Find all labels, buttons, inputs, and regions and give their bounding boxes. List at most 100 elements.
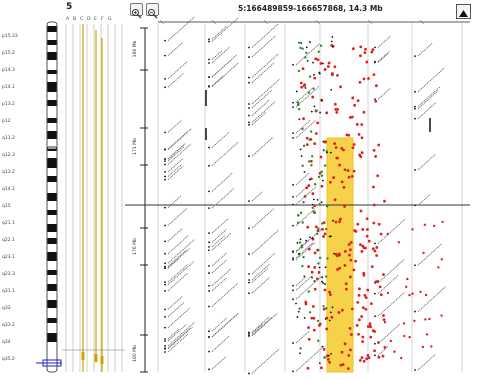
gene-annotation — [167, 143, 192, 165]
annotation-anchor — [248, 253, 250, 255]
gene-annotation — [167, 272, 189, 292]
red-point — [352, 169, 356, 173]
red-point — [322, 347, 326, 351]
red-point — [424, 293, 428, 297]
gene-annotation — [211, 59, 232, 78]
annotation-anchor — [374, 292, 376, 295]
red-point — [357, 293, 361, 297]
red-point — [363, 293, 367, 297]
signal-tick — [100, 356, 104, 364]
red-point — [413, 319, 416, 323]
red-point — [383, 345, 387, 349]
dark-band — [47, 131, 57, 139]
red-point — [367, 239, 371, 243]
red-point — [383, 199, 386, 203]
track-grid — [157, 19, 463, 372]
collapse-button[interactable] — [456, 4, 471, 19]
annotation-anchor — [164, 351, 166, 353]
annotation-anchor — [414, 107, 416, 110]
gene-annotation — [417, 86, 441, 107]
red-point — [351, 47, 355, 51]
red-point — [341, 363, 345, 366]
band-label: p12 — [2, 119, 11, 124]
red-point — [419, 290, 422, 294]
black-point — [321, 345, 324, 348]
annotation-anchor — [414, 204, 416, 207]
red-point — [348, 248, 352, 252]
red-point — [349, 333, 353, 336]
red-point — [359, 155, 363, 159]
red-point — [372, 221, 376, 225]
dark-band — [47, 252, 57, 261]
signal-tick — [81, 352, 85, 360]
gene-annotation — [295, 119, 317, 139]
gene-annotation — [251, 252, 276, 275]
green-point — [307, 290, 311, 293]
annotation-anchor — [248, 107, 250, 109]
red-point — [355, 324, 359, 327]
annotation-anchor — [208, 336, 210, 338]
gene-annotation — [167, 41, 184, 56]
black-point — [311, 276, 313, 279]
gene-annotation — [377, 274, 400, 294]
red-point — [339, 363, 343, 367]
black-point — [328, 235, 331, 238]
red-point — [358, 243, 362, 246]
green-point — [322, 149, 325, 152]
annotation-anchor — [414, 264, 416, 267]
gene-annotation — [251, 191, 263, 202]
dark-band — [47, 300, 57, 308]
red-point — [389, 339, 393, 343]
band-label: q14.2 — [2, 187, 15, 192]
red-point — [316, 58, 320, 62]
green-point — [297, 213, 300, 217]
red-point — [339, 85, 343, 89]
green-point — [317, 227, 320, 230]
annotation-anchor — [248, 331, 250, 334]
zoom-out-button[interactable] — [146, 3, 159, 19]
annotation-anchor — [164, 86, 166, 89]
red-point — [356, 300, 360, 304]
gene-annotation — [251, 89, 273, 109]
green-point — [324, 275, 328, 278]
green-point — [301, 264, 304, 268]
red-point — [331, 72, 334, 75]
annotation-anchor — [208, 232, 210, 235]
red-point — [430, 345, 433, 348]
green-point — [326, 257, 329, 260]
red-point — [343, 342, 347, 346]
red-point — [371, 247, 375, 251]
red-point — [411, 292, 414, 295]
green-point — [301, 127, 304, 131]
red-point — [421, 345, 424, 349]
gene-annotation — [251, 316, 273, 336]
red-point — [360, 250, 364, 253]
red-point — [408, 293, 411, 297]
red-point — [302, 117, 305, 121]
red-point — [338, 163, 341, 167]
red-point — [361, 335, 365, 339]
axis-tick-label: 180 Mb — [132, 345, 138, 362]
red-point — [428, 317, 431, 321]
red-point — [353, 229, 357, 232]
red-point — [349, 241, 353, 244]
red-point — [368, 324, 372, 328]
black-point — [296, 242, 299, 244]
red-point — [363, 51, 367, 54]
gene-annotation — [211, 17, 239, 42]
black-point — [329, 311, 332, 314]
red-point — [441, 220, 444, 224]
red-point — [359, 209, 363, 213]
annotation-anchor — [208, 40, 210, 43]
annotation-anchor — [164, 148, 166, 151]
annotation-anchor — [164, 171, 166, 173]
dark-band — [47, 284, 57, 291]
annotation-anchor — [164, 160, 166, 163]
red-point — [356, 222, 360, 226]
gene-annotation — [167, 296, 183, 310]
annotation-anchor — [292, 298, 294, 301]
black-point — [321, 62, 324, 65]
zoom-in-button[interactable] — [130, 3, 143, 19]
red-point — [433, 224, 436, 228]
red-point — [325, 354, 329, 358]
